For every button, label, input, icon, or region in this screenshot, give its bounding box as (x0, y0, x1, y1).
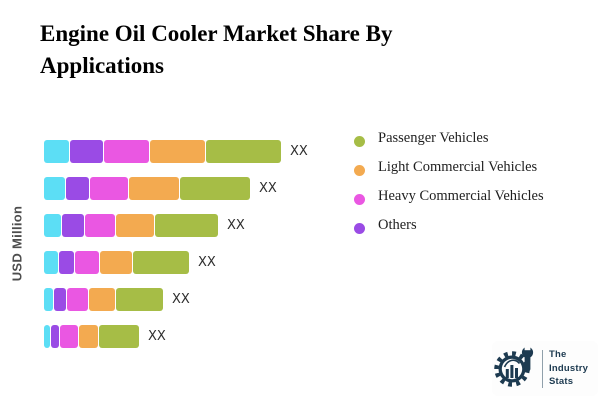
bar-value-label: XX (227, 218, 245, 233)
legend-item-label: Passenger Vehicles (378, 129, 489, 146)
bar-segment-others (54, 288, 66, 311)
logo-text: The Industry Stats (549, 348, 588, 389)
legend-item: Passenger Vehicles (354, 129, 544, 147)
bar-segment-light-commercial-vehicles (116, 214, 154, 237)
bar-value-label: XX (198, 255, 216, 270)
legend-color-dot (354, 135, 365, 147)
bar-segment-light-commercial-vehicles (89, 288, 115, 311)
logo-divider (542, 349, 543, 388)
bar-segment-passenger-vehicles (116, 288, 163, 311)
legend-item-label: Heavy Commercial Vehicles (378, 187, 544, 204)
legend-item-label: Others (378, 216, 417, 233)
legend-color-dot (354, 193, 365, 205)
legend-color-dot (354, 222, 365, 234)
bar-segment-light-commercial-vehicles (150, 140, 205, 163)
logo-line: Industry (549, 362, 589, 374)
bar-segment-others (51, 325, 59, 348)
bar-segment-passenger-vehicles (133, 251, 189, 274)
bar-segment-heavy-commercial-vehicles (90, 177, 128, 200)
bar-segment-unlabeled (44, 177, 65, 200)
bar-segment-heavy-commercial-vehicles (60, 325, 78, 348)
bar-segment-passenger-vehicles (99, 325, 139, 348)
legend: Passenger Vehicles Light Commercial Vehic… (354, 129, 544, 247)
bar-segment-unlabeled (44, 288, 53, 311)
bar-segment-others (59, 251, 74, 274)
bar-segment-heavy-commercial-vehicles (67, 288, 88, 311)
bar-segment-heavy-commercial-vehicles (75, 251, 99, 274)
bar-segment-heavy-commercial-vehicles (85, 214, 115, 237)
bar-segment-heavy-commercial-vehicles (104, 140, 149, 163)
bar-segment-passenger-vehicles (206, 140, 281, 163)
legend-item-label: Light Commercial Vehicles (378, 158, 538, 175)
bar-segment-others (62, 214, 84, 237)
bar-segment-others (66, 177, 89, 200)
chart-title: Engine Oil Cooler Market Share By Applic… (40, 21, 393, 79)
bar-segment-unlabeled (44, 140, 69, 163)
bar-value-label: XX (172, 292, 190, 307)
bar-segment-unlabeled (44, 214, 61, 237)
bar-segment-light-commercial-vehicles (79, 325, 98, 348)
bar-row: XX (44, 214, 308, 237)
legend-item: Heavy Commercial Vehicles (354, 187, 544, 205)
legend-item: Others (354, 216, 544, 234)
bar-segment-passenger-vehicles (155, 214, 218, 237)
logo-line: Stats (549, 376, 574, 388)
bar-row: XX (44, 288, 308, 311)
bar-row: XX (44, 140, 308, 163)
bar-segment-others (70, 140, 103, 163)
bar-value-label: XX (148, 329, 166, 344)
bar-segment-light-commercial-vehicles (100, 251, 132, 274)
legend-item: Light Commercial Vehicles (354, 158, 544, 176)
logo-line: The (549, 348, 567, 360)
bar-row: XX (44, 325, 308, 348)
bar-segment-unlabeled (44, 251, 58, 274)
bar-value-label: XX (290, 144, 308, 159)
bar-row: XX (44, 251, 308, 274)
plot-area: XX XX XX XX XX XX (44, 140, 308, 348)
y-axis-label: USD Million (9, 205, 25, 282)
bar-row: XX (44, 177, 308, 200)
bar-segment-unlabeled (44, 325, 50, 348)
gear-wrench-stats-icon (492, 343, 538, 394)
bar-segment-passenger-vehicles (180, 177, 250, 200)
bar-segment-light-commercial-vehicles (129, 177, 179, 200)
brand-logo: The Industry Stats (492, 341, 598, 396)
legend-color-dot (354, 164, 365, 176)
bar-value-label: XX (259, 181, 277, 196)
